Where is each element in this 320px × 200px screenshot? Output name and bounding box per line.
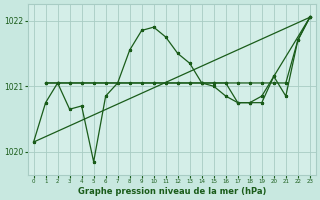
X-axis label: Graphe pression niveau de la mer (hPa): Graphe pression niveau de la mer (hPa) [77, 187, 266, 196]
